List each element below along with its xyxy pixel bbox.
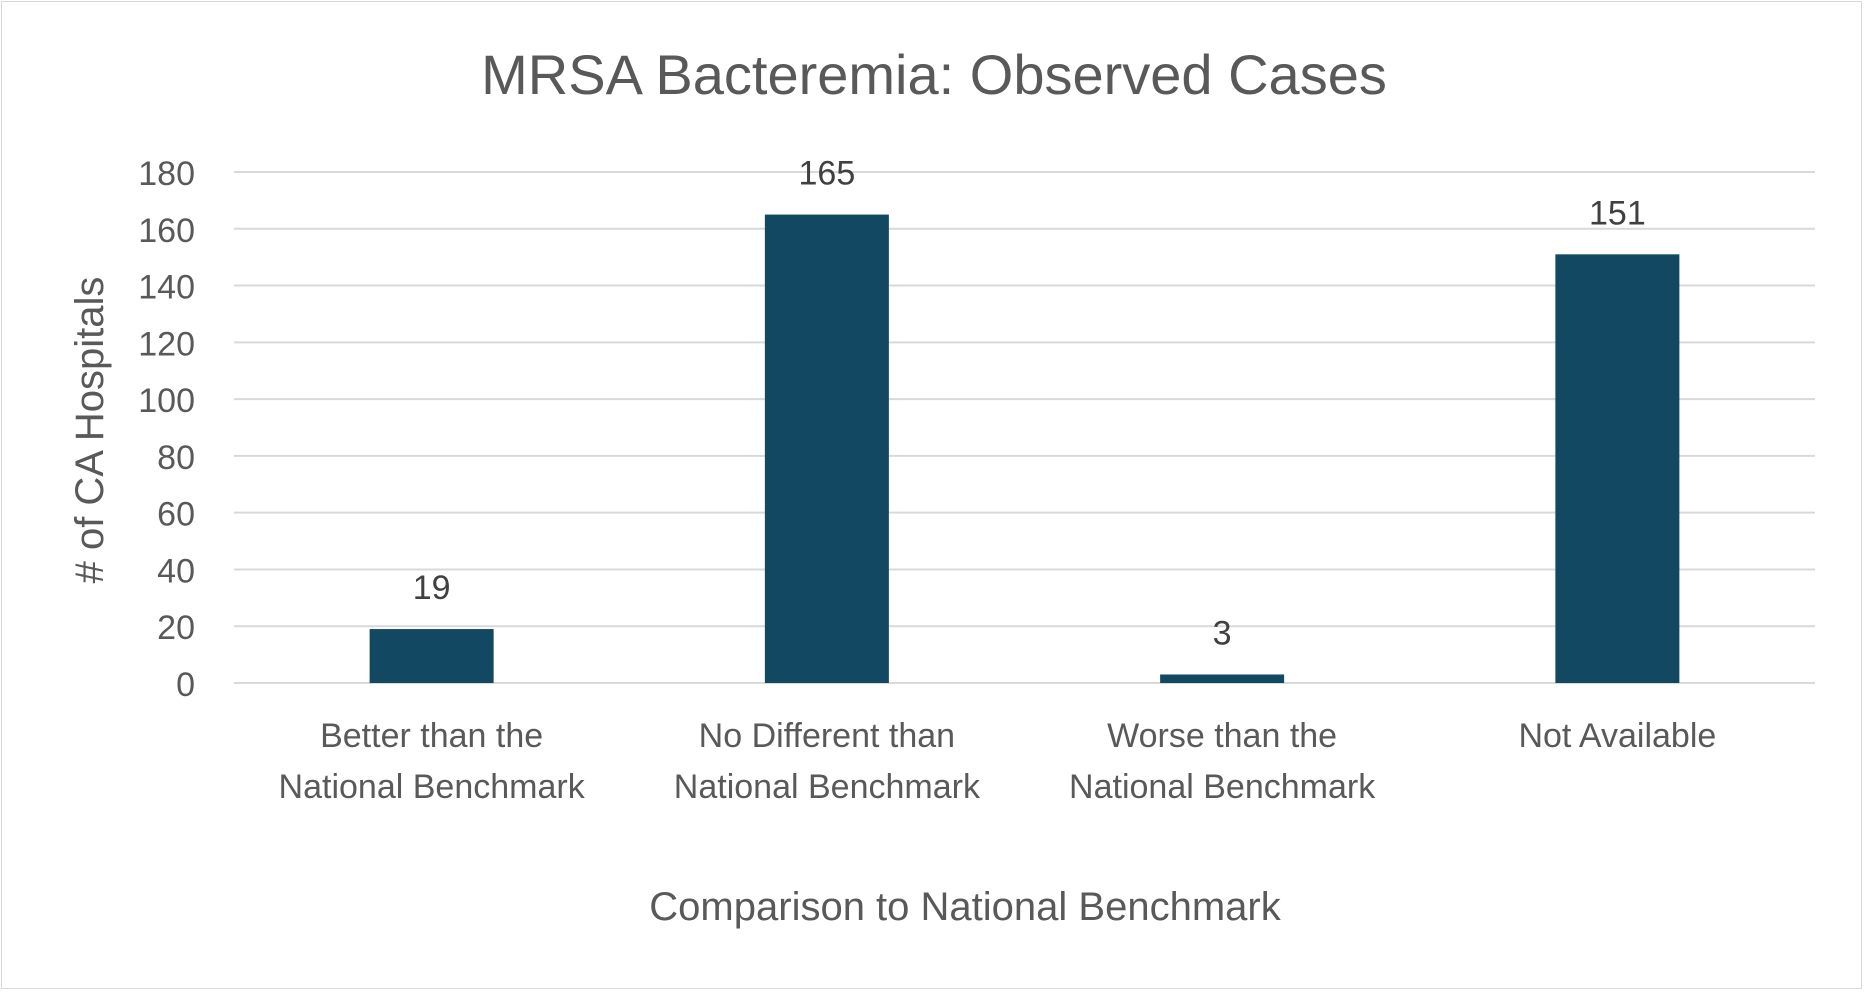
y-axis-title: # of CA Hospitals (68, 277, 112, 584)
x-tick-label-line: National Benchmark (279, 768, 586, 806)
y-tick-label: 20 (157, 609, 195, 647)
y-tick-label: 100 (138, 382, 195, 420)
bars (369, 214, 1680, 684)
x-tick-label-line: Not Available (1518, 717, 1716, 755)
y-tick-label: 60 (157, 496, 195, 534)
chart-title: MRSA Bacteremia: Observed Cases (481, 43, 1387, 106)
x-tick-label: Not Available (1518, 717, 1716, 755)
bar (764, 214, 889, 684)
y-tick-label: 0 (176, 666, 195, 704)
y-tick-label: 140 (138, 269, 195, 307)
x-tick-label-line: No Different than (699, 717, 955, 755)
data-labels: 19 165 3 151 (413, 155, 1646, 653)
x-tick-label-line: National Benchmark (674, 768, 981, 806)
y-tick-label: 180 (138, 155, 195, 193)
x-tick-label: Better than the National Benchmark (279, 717, 586, 806)
x-tick-label-line: Better than the (320, 717, 543, 755)
x-axis-title: Comparison to National Benchmark (649, 885, 1281, 929)
data-label: 151 (1589, 194, 1646, 232)
y-axis-tick-labels: 0 20 40 60 80 100 120 140 160 180 (138, 155, 195, 704)
x-tick-label: No Different than National Benchmark (674, 717, 981, 806)
data-label: 19 (413, 569, 451, 607)
y-tick-label: 40 (157, 552, 195, 590)
data-label: 165 (799, 155, 856, 193)
gridlines (234, 171, 1815, 684)
y-tick-label: 80 (157, 439, 195, 477)
y-tick-label: 120 (138, 325, 195, 363)
bar (1160, 674, 1285, 683)
x-tick-label-line: Worse than the (1107, 717, 1337, 755)
x-tick-label-line: National Benchmark (1069, 768, 1376, 806)
bar (369, 629, 494, 683)
x-tick-label: Worse than the National Benchmark (1069, 717, 1376, 806)
y-tick-label: 160 (138, 212, 195, 250)
data-label: 3 (1213, 614, 1232, 652)
bar (1555, 254, 1680, 684)
